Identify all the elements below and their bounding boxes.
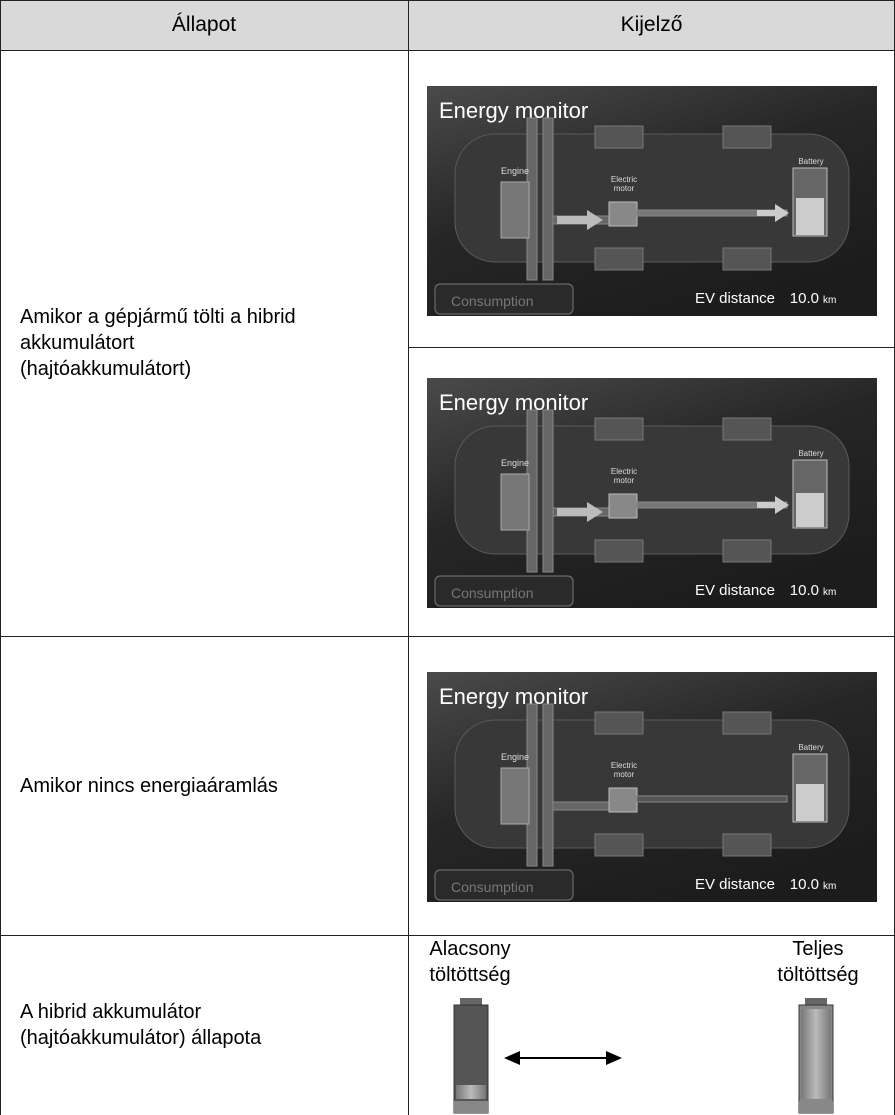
battery-label: Battery — [798, 743, 823, 752]
flow-arrow — [557, 502, 603, 522]
engine — [500, 181, 530, 239]
flow-arrow — [757, 204, 789, 222]
state-cell: A hibrid akkumulátor (hajtóakkumulátor) … — [0, 935, 408, 1115]
wheel — [594, 247, 644, 271]
state-cell: Amikor nincs energiaáramlás — [0, 636, 408, 935]
motor-label: Electric — [611, 761, 637, 770]
consumption-tab-label: Consumption — [451, 293, 534, 309]
distance-value: 10.0 — [790, 876, 819, 893]
motor-label: Electric — [611, 175, 637, 184]
consumption-tab — [434, 283, 574, 315]
state-text: Amikor a gépjármű tölti a hibrid — [20, 306, 296, 328]
rule — [0, 636, 895, 637]
motor — [608, 787, 638, 813]
header-cell: Állapot — [0, 0, 408, 50]
wheel — [722, 711, 772, 735]
label-line: Teljes — [792, 938, 844, 960]
flow-arrow — [757, 496, 789, 514]
wheel — [594, 125, 644, 149]
distance-unit: km — [823, 295, 836, 306]
motor-label: motor — [614, 184, 635, 193]
state-text: Amikor nincs energiaáramlás — [20, 774, 278, 797]
header-cell: Kijelző — [408, 0, 895, 50]
motor — [608, 201, 638, 227]
battery-label: Alacsony töltöttség — [390, 936, 550, 988]
rule — [408, 0, 409, 1115]
label-line: töltöttség — [777, 964, 859, 986]
wheel — [594, 833, 644, 857]
label-line: Alacsony — [429, 938, 511, 960]
battery-charge — [796, 493, 824, 527]
screen: Energy monitor Engine Electric motor Battery… — [427, 86, 877, 316]
battery-label: Battery — [798, 449, 823, 458]
screen: Energy monitor Engine Electric motor Battery… — [427, 672, 877, 902]
motor-label: motor — [614, 770, 635, 779]
shaft — [542, 703, 554, 867]
wheel — [722, 833, 772, 857]
double-arrow — [504, 1051, 622, 1065]
state-text: A hibrid akkumulátor — [20, 1001, 202, 1023]
rule — [0, 935, 895, 936]
screen: Energy monitor Engine Electric motor Battery… — [427, 378, 877, 608]
header: Kijelző — [620, 13, 683, 36]
wheel — [722, 539, 772, 563]
wheel — [722, 247, 772, 271]
engine-label: Engine — [501, 166, 529, 176]
header: Állapot — [171, 13, 237, 36]
state-cell: Amikor a gépjármű tölti a hibrid akkumul… — [0, 50, 408, 636]
rule — [0, 0, 1, 1115]
rule — [408, 347, 895, 348]
consumption-tab — [434, 869, 574, 901]
motor-label: motor — [614, 476, 635, 485]
battery-full-icon — [798, 998, 834, 1114]
wheel — [594, 539, 644, 563]
state-text: akkumulátort — [20, 332, 135, 354]
distance-label: EV distance — [695, 876, 775, 893]
label-line: töltöttség — [429, 964, 511, 986]
shaft — [542, 409, 554, 573]
rule — [0, 0, 895, 1]
h-shaft — [552, 801, 610, 811]
engine — [500, 473, 530, 531]
distance-value: 10.0 — [790, 582, 819, 599]
battery-label: Battery — [798, 157, 823, 166]
motor-label: Electric — [611, 467, 637, 476]
screen-title: Energy monitor — [439, 684, 588, 709]
screen-title: Energy monitor — [439, 390, 588, 415]
screen-title: Energy monitor — [439, 98, 588, 123]
battery-charge — [796, 784, 824, 821]
wheel — [722, 125, 772, 149]
distance-unit: km — [823, 587, 836, 598]
power-line — [636, 795, 788, 803]
wheel — [594, 711, 644, 735]
motor — [608, 493, 638, 519]
flow-arrow — [557, 210, 603, 230]
battery-label: Teljes töltöttség — [738, 936, 895, 988]
battery-charge — [796, 198, 824, 235]
distance-label: EV distance — [695, 290, 775, 307]
wheel — [594, 417, 644, 441]
state-text: (hajtóakkumulátor) állapota — [20, 1027, 262, 1049]
engine — [500, 767, 530, 825]
distance-label: EV distance — [695, 582, 775, 599]
state-text: (hajtóakkumulátort) — [20, 358, 192, 380]
rule — [0, 50, 895, 51]
wheel — [722, 417, 772, 441]
battery-icons — [453, 998, 834, 1114]
consumption-tab — [434, 575, 574, 607]
consumption-tab-label: Consumption — [451, 879, 534, 895]
distance-value: 10.0 — [790, 290, 819, 307]
distance-unit: km — [823, 881, 836, 892]
engine-label: Engine — [501, 752, 529, 762]
engine-label: Engine — [501, 458, 529, 468]
shaft — [542, 117, 554, 281]
battery-low-icon — [453, 998, 489, 1114]
consumption-tab-label: Consumption — [451, 585, 534, 601]
